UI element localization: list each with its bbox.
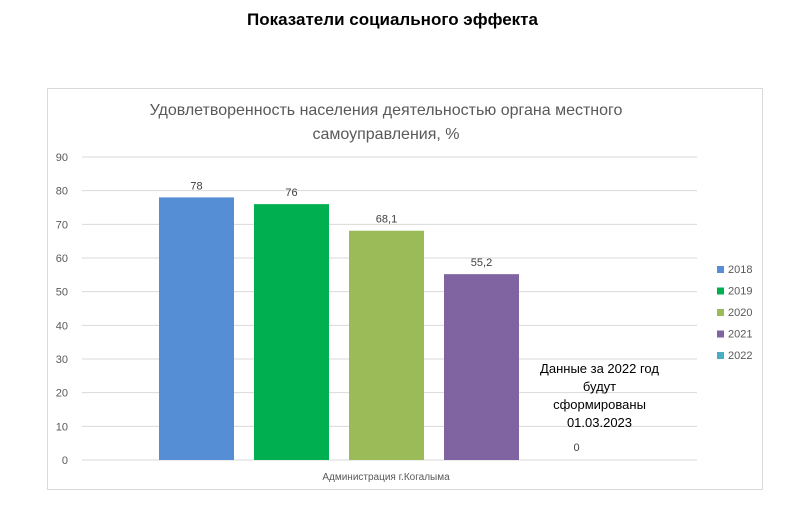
annotation-line: сформированы <box>553 397 646 412</box>
data-label: 55,2 <box>471 257 492 269</box>
chart-title: Удовлетворенность населения деятельность… <box>150 102 623 119</box>
y-tick-label: 70 <box>56 219 68 231</box>
annotation-line: Данные за 2022 год <box>540 361 659 376</box>
chart-frame <box>47 88 763 490</box>
bar-2019 <box>254 204 329 460</box>
legend-label: 2019 <box>728 286 752 298</box>
bar-2020 <box>349 230 424 460</box>
data-label: 78 <box>190 180 202 192</box>
data-label: 76 <box>285 187 297 199</box>
legend-label: 2018 <box>728 264 752 276</box>
y-tick-label: 0 <box>62 455 68 467</box>
y-tick-label: 40 <box>56 320 68 332</box>
legend-label: 2022 <box>728 350 752 362</box>
y-tick-label: 80 <box>56 186 68 198</box>
annotation-line: будут <box>582 379 617 394</box>
y-tick-label: 20 <box>56 388 68 400</box>
legend-label: 2020 <box>728 307 752 319</box>
y-tick-label: 60 <box>56 253 68 265</box>
y-tick-label: 30 <box>56 354 68 366</box>
data-label: 68,1 <box>376 214 397 226</box>
legend-swatch <box>717 309 724 316</box>
data-label: 0 <box>573 442 579 454</box>
legend-swatch <box>717 352 724 359</box>
legend-label: 2021 <box>728 329 752 341</box>
legend-swatch <box>717 266 724 273</box>
x-category-label: Администрация г.Когалыма <box>322 472 450 483</box>
legend-swatch <box>717 330 724 338</box>
page-title: Показатели социального эффекта <box>247 10 538 29</box>
legend-swatch <box>717 287 724 295</box>
y-tick-label: 10 <box>56 421 68 433</box>
y-tick-label: 90 <box>56 152 68 164</box>
annotation-line: 01.03.2023 <box>566 415 633 430</box>
chart-annotation: Данные за 2022 год будут сформированы 01… <box>527 360 672 432</box>
chart-title: самоуправления, % <box>313 126 460 143</box>
bar-2018 <box>159 197 234 460</box>
y-tick-label: 50 <box>56 287 68 299</box>
bar-2021 <box>444 274 519 460</box>
